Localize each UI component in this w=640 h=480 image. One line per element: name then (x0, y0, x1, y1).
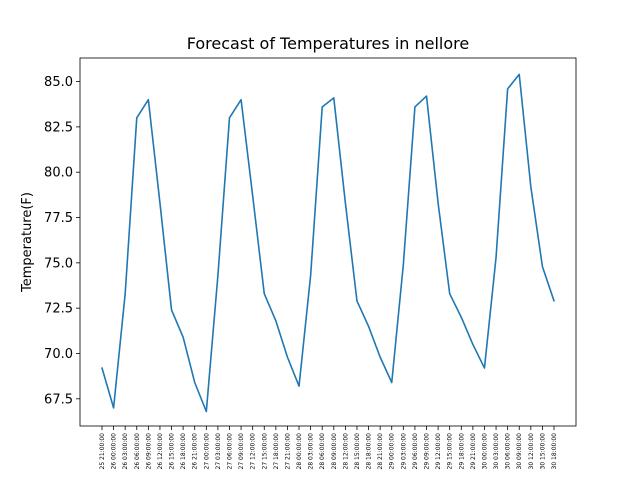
x-tick-label: 28 12:00:00 (342, 433, 349, 470)
x-tick-label: 28 09:00:00 (331, 433, 338, 470)
x-tick-label: 29 15:00:00 (447, 433, 454, 470)
x-tick-label: 27 18:00:00 (273, 433, 280, 470)
y-tick-label: 80.0 (44, 166, 73, 181)
x-tick-label: 27 21:00:00 (284, 433, 291, 470)
x-tick-label: 30 09:00:00 (516, 433, 523, 470)
x-tick-label: 29 00:00:00 (389, 433, 396, 470)
x-tick-label: 30 18:00:00 (551, 433, 558, 470)
x-tick-label: 28 06:00:00 (319, 433, 326, 470)
x-tick-label: 29 06:00:00 (412, 433, 419, 470)
x-tick-label: 28 18:00:00 (366, 433, 373, 470)
x-tick-label: 27 00:00:00 (203, 433, 210, 470)
x-tick-label: 27 09:00:00 (238, 433, 245, 470)
x-tick-label: 29 12:00:00 (435, 433, 442, 470)
x-tick-label: 30 00:00:00 (481, 433, 488, 470)
x-tick-label: 28 00:00:00 (296, 433, 303, 470)
chart-title: Forecast of Temperatures in nellore (187, 34, 469, 53)
y-tick-label: 77.5 (44, 211, 73, 226)
y-tick-label: 72.5 (44, 302, 73, 317)
x-tick-label: 27 03:00:00 (215, 433, 222, 470)
x-tick-label: 29 03:00:00 (400, 433, 407, 470)
plot-area (80, 58, 576, 426)
axes-background (80, 58, 576, 426)
y-axis: 67.5 70.0 72.5 75.0 77.5 80.0 82.5 85.0 (44, 75, 80, 407)
x-axis: 25 21:00:00 26 00:00:00 26 03:00:00 26 06:0… (99, 426, 558, 470)
x-tick-label: 30 06:00:00 (505, 433, 512, 470)
y-axis-label: Temperature(F) (20, 192, 35, 293)
y-tick-label: 67.5 (44, 392, 73, 407)
x-tick-label: 26 21:00:00 (192, 433, 199, 470)
x-tick-label: 29 09:00:00 (424, 433, 431, 470)
x-tick-label: 28 21:00:00 (377, 433, 384, 470)
x-tick-label: 30 03:00:00 (493, 433, 500, 470)
x-tick-label: 30 12:00:00 (528, 433, 535, 470)
x-tick-label: 25 21:00:00 (99, 433, 106, 470)
x-tick-label: 28 03:00:00 (308, 433, 315, 470)
x-tick-label: 27 06:00:00 (226, 433, 233, 470)
x-tick-label: 29 21:00:00 (470, 433, 477, 470)
x-tick-label: 30 15:00:00 (539, 433, 546, 470)
axes-frame (79, 57, 577, 427)
x-tick-label: 28 15:00:00 (354, 433, 361, 470)
x-tick-label: 26 00:00:00 (111, 433, 118, 470)
y-tick-label: 85.0 (44, 75, 73, 90)
x-tick-label: 26 06:00:00 (134, 433, 141, 470)
series-line (101, 73, 555, 413)
y-tick-label: 75.0 (44, 256, 73, 271)
x-tick-label: 27 15:00:00 (261, 433, 268, 470)
y-tick-label: 82.5 (44, 120, 73, 135)
x-tick-label: 27 12:00:00 (250, 433, 257, 470)
x-tick-label: 26 03:00:00 (122, 433, 129, 470)
x-tick-label: 26 15:00:00 (169, 433, 176, 470)
y-tick-label: 70.0 (44, 347, 73, 362)
x-tick-label: 29 18:00:00 (458, 433, 465, 470)
x-tick-label: 26 09:00:00 (145, 433, 152, 470)
x-tick-label: 26 12:00:00 (157, 433, 164, 470)
temperature-series (101, 73, 555, 413)
x-tick-label: 26 18:00:00 (180, 433, 187, 470)
